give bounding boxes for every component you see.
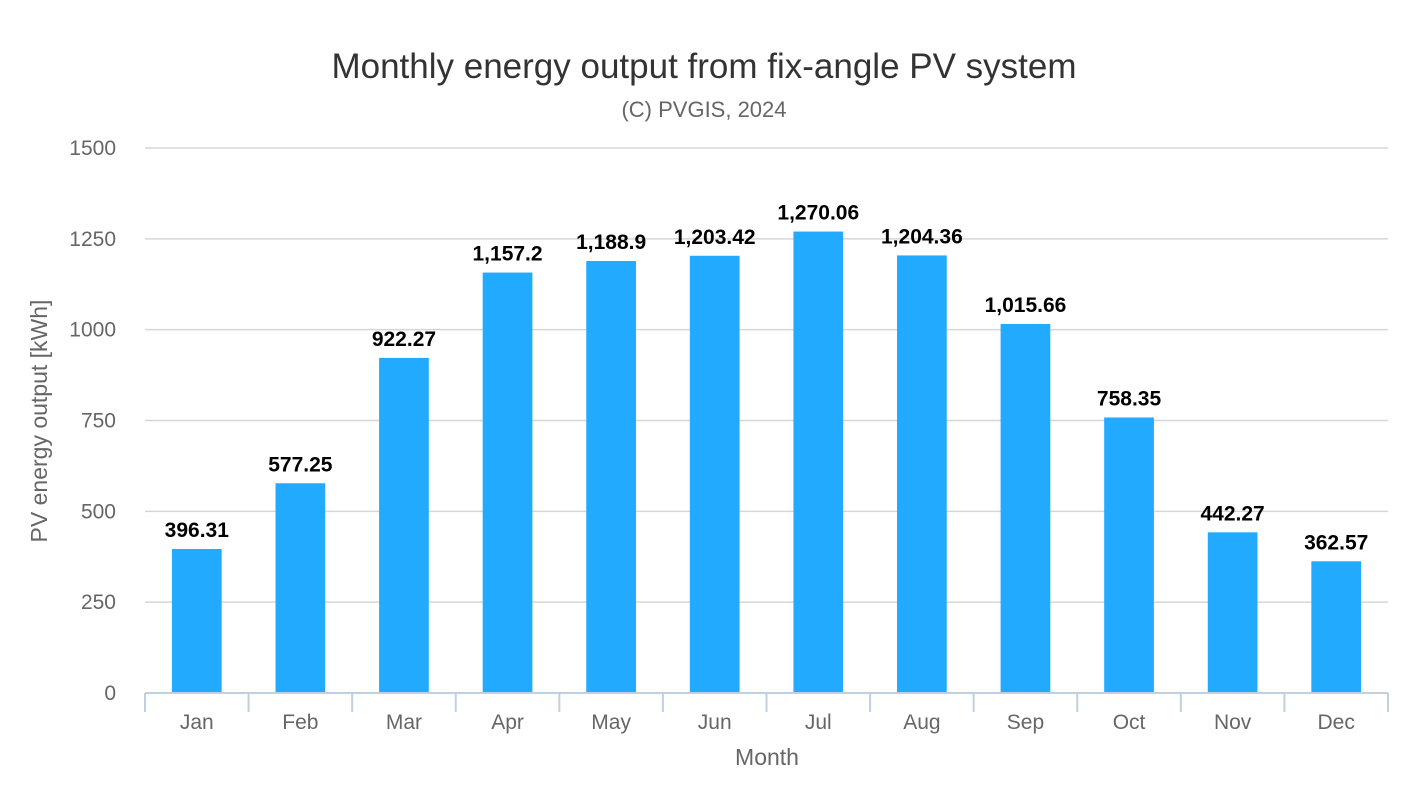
- data-label: 1,204.36: [881, 225, 963, 248]
- x-tick-label: Nov: [1214, 711, 1252, 734]
- x-tick-label: Sep: [1007, 711, 1044, 734]
- bar-may[interactable]: [586, 261, 636, 693]
- x-tick-label: Jun: [698, 711, 732, 734]
- data-label: 758.35: [1097, 387, 1162, 410]
- x-axis-label: Month: [735, 744, 799, 770]
- bar-apr[interactable]: [482, 272, 533, 693]
- data-label: 922.27: [372, 328, 436, 351]
- y-tick-label: 1500: [69, 137, 116, 160]
- chart-title: Monthly energy output from fix-angle PV …: [331, 47, 1076, 86]
- x-axis-ticks: Jan Feb Mar Apr May Jun Jul Aug Sep Oct Nov Dec: [144, 693, 1389, 734]
- chart-subtitle: (C) PVGIS, 2024: [621, 97, 786, 122]
- y-axis-label: PV energy output [kWh]: [26, 300, 52, 543]
- y-tick-label: 500: [81, 500, 116, 523]
- data-label: 396.31: [165, 519, 230, 542]
- bar-feb[interactable]: [275, 483, 326, 693]
- x-tick-label: Aug: [903, 711, 940, 734]
- y-tick-label: 1000: [69, 319, 116, 342]
- x-tick-label: Jan: [180, 711, 214, 734]
- y-tick-label: 0: [104, 682, 116, 705]
- data-label: 1,015.66: [985, 294, 1067, 317]
- bar-jan[interactable]: [171, 549, 222, 693]
- x-tick-label: May: [591, 711, 631, 734]
- bar-jun[interactable]: [689, 255, 740, 694]
- y-axis-ticks: 0 250 500 750 1000 1250 1500: [69, 137, 116, 705]
- data-labels: 396.31 577.25 922.27 1,157.2 1,188.9 1,203.42…: [165, 202, 1369, 555]
- data-label: 1,270.06: [777, 202, 859, 225]
- x-tick-label: Mar: [386, 711, 422, 734]
- data-label: 1,188.9: [576, 231, 646, 254]
- bars: [171, 231, 1362, 694]
- y-tick-label: 1250: [69, 228, 116, 251]
- data-label: 577.25: [268, 453, 333, 476]
- bar-mar[interactable]: [379, 357, 429, 693]
- bar-aug[interactable]: [897, 255, 947, 693]
- bar-nov[interactable]: [1207, 532, 1258, 693]
- x-tick-label: Oct: [1113, 711, 1146, 734]
- bar-oct[interactable]: [1104, 417, 1154, 693]
- x-tick-label: Dec: [1318, 711, 1355, 734]
- bar-dec[interactable]: [1311, 561, 1362, 693]
- data-label: 362.57: [1304, 531, 1368, 554]
- x-tick-label: Feb: [282, 711, 318, 734]
- x-tick-label: Apr: [491, 711, 524, 734]
- gridlines: [145, 147, 1388, 603]
- bar-sep[interactable]: [1000, 323, 1051, 693]
- data-label: 442.27: [1201, 502, 1265, 525]
- bar-jul[interactable]: [793, 231, 844, 693]
- data-label: 1,203.42: [674, 226, 756, 249]
- data-label: 1,157.2: [473, 243, 543, 266]
- y-tick-label: 250: [81, 591, 116, 614]
- y-tick-label: 750: [81, 410, 116, 433]
- x-tick-label: Jul: [805, 711, 832, 734]
